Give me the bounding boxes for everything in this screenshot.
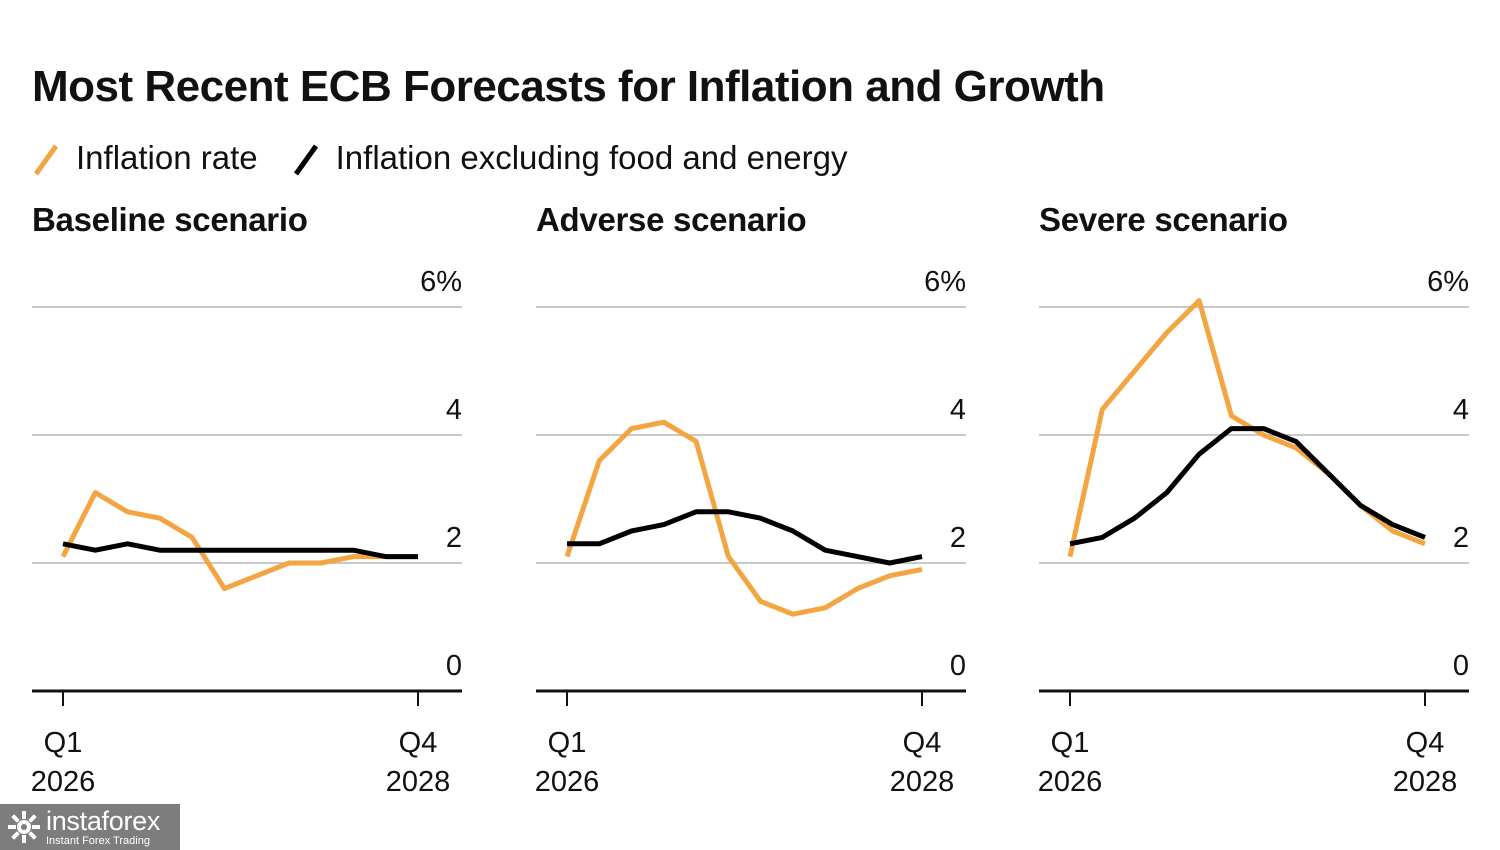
panel-title-baseline: Baseline scenario xyxy=(32,201,308,238)
watermark-name: instaforex xyxy=(46,805,161,836)
series-line-core-inflation-baseline xyxy=(62,541,418,560)
chart-title: Most Recent ECB Forecasts for Inflation … xyxy=(32,62,1105,111)
x-tick-label-baseline: 2026 xyxy=(31,766,96,798)
x-tick-label-severe: Q1 xyxy=(1051,727,1090,759)
x-tick-label-baseline: Q1 xyxy=(44,727,83,759)
y-tick-label-baseline: 4 xyxy=(446,394,462,426)
x-tick-label-adverse: 2026 xyxy=(535,766,600,798)
x-tick-label-adverse: Q4 xyxy=(903,727,942,759)
y-tick-label-severe: 4 xyxy=(1453,394,1469,426)
panel-title-adverse: Adverse scenario xyxy=(536,201,807,238)
x-tick-label-severe: Q4 xyxy=(1406,727,1445,759)
x-tick-label-severe: 2026 xyxy=(1038,766,1103,798)
legend: Inflation rate Inflation excluding food … xyxy=(32,138,882,178)
legend-item-inflation-rate: Inflation rate xyxy=(32,138,258,178)
y-tick-label-severe: 2 xyxy=(1453,522,1469,554)
y-tick-label-baseline: 6% xyxy=(420,266,462,298)
x-tick-label-baseline: 2028 xyxy=(386,766,451,798)
y-tick-label-adverse: 6% xyxy=(924,266,966,298)
x-tick-label-adverse: Q1 xyxy=(548,727,587,759)
watermark-tagline: Instant Forex Trading xyxy=(46,834,150,847)
series-line-core-inflation-severe xyxy=(1069,426,1426,547)
x-tick-label-severe: 2028 xyxy=(1393,766,1458,798)
y-tick-label-severe: 0 xyxy=(1453,650,1469,682)
legend-swatch-inflation-rate xyxy=(33,144,59,176)
x-tick-label-baseline: Q4 xyxy=(399,727,438,759)
series-line-inflation-rate-baseline xyxy=(60,490,418,592)
y-tick-label-adverse: 0 xyxy=(950,650,966,682)
legend-item-core-inflation: Inflation excluding food and energy xyxy=(292,138,848,178)
y-tick-label-baseline: 0 xyxy=(446,650,462,682)
y-tick-label-baseline: 2 xyxy=(446,522,462,554)
series-line-inflation-rate-adverse xyxy=(564,419,923,617)
instaforex-logo-icon xyxy=(8,811,40,843)
watermark: instaforex Instant Forex Trading xyxy=(0,804,180,850)
legend-label-core-inflation: Inflation excluding food and energy xyxy=(335,139,848,176)
x-tick-label-adverse: 2028 xyxy=(890,766,955,798)
y-tick-label-severe: 6% xyxy=(1427,266,1469,298)
legend-label-inflation-rate: Inflation rate xyxy=(76,139,258,176)
y-tick-label-adverse: 4 xyxy=(950,394,966,426)
series-line-core-inflation-adverse xyxy=(567,509,923,566)
panel-title-severe: Severe scenario xyxy=(1039,201,1288,238)
y-tick-label-adverse: 2 xyxy=(950,522,966,554)
legend-swatch-core-inflation xyxy=(293,144,318,176)
